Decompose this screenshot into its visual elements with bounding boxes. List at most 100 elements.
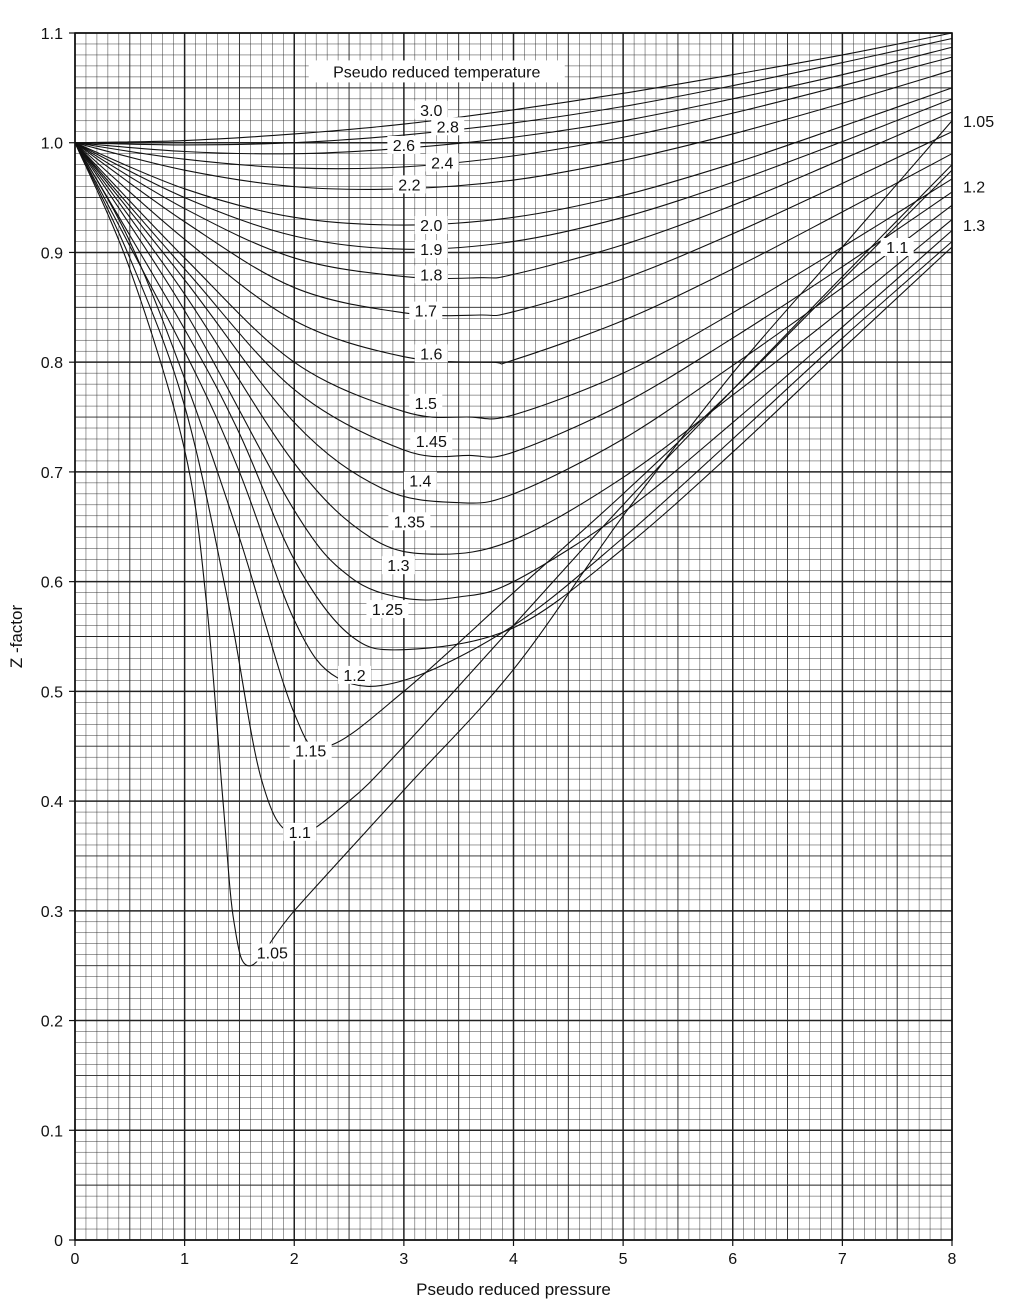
x-tick-label: 5 bbox=[619, 1251, 628, 1268]
curve-label-group: 1.3 bbox=[381, 556, 415, 575]
curve-label: 1.8 bbox=[420, 267, 442, 284]
curve-tpr-1-9 bbox=[74, 98, 953, 250]
curve-label-background bbox=[410, 432, 453, 451]
curve-tpr-1-2 bbox=[74, 142, 953, 687]
curve-tpr-1-4 bbox=[74, 142, 953, 504]
curve-tpr-1-45 bbox=[74, 142, 953, 458]
x-tick-label: 3 bbox=[399, 1251, 408, 1268]
curve-label-group: 1.8 bbox=[414, 265, 448, 284]
x-axis-title: Pseudo reduced pressure bbox=[416, 1280, 611, 1299]
annotation-background bbox=[308, 60, 565, 83]
curve-label-background bbox=[388, 512, 431, 531]
annotation-group: Pseudo reduced temperature bbox=[308, 60, 565, 83]
curves bbox=[74, 32, 953, 967]
curve-tpr-1-8 bbox=[74, 111, 953, 280]
curve-label-group: 1.05 bbox=[959, 111, 1002, 131]
curve-label-background bbox=[381, 556, 415, 575]
curve-tpr-1-1 bbox=[74, 142, 953, 835]
curve-label-background bbox=[414, 265, 448, 284]
curve-label-group: 1.05 bbox=[251, 943, 294, 963]
curve-label-group: 2.6 bbox=[387, 135, 421, 155]
curve-label-background bbox=[431, 117, 465, 136]
curve-label: 1.1 bbox=[886, 240, 908, 257]
curve-tpr-1-5 bbox=[74, 142, 953, 420]
curve-label: 1.35 bbox=[394, 514, 425, 531]
curve-tpr-1-15 bbox=[74, 142, 953, 749]
curve-label: 1.3 bbox=[387, 558, 409, 575]
curve-label-group: 1.9 bbox=[414, 240, 448, 259]
curve-label-background bbox=[414, 240, 448, 259]
curve-label-group: 2.0 bbox=[414, 216, 448, 235]
curve-label: 3.0 bbox=[420, 103, 442, 120]
curve-label: 1.6 bbox=[420, 346, 442, 363]
curve-label-group: 1.35 bbox=[388, 512, 431, 531]
y-tick-label: 1.1 bbox=[41, 26, 63, 43]
curve-label-group: 1.2 bbox=[338, 665, 372, 685]
curve-label-group: 1.45 bbox=[410, 432, 453, 451]
curve-label: 1.2 bbox=[343, 668, 365, 685]
curve-label: 1.25 bbox=[372, 602, 403, 619]
curve-label: 1.3 bbox=[963, 218, 985, 235]
curve-label-background bbox=[880, 237, 914, 256]
curve-label-background bbox=[414, 100, 448, 119]
y-tick-label: 0.7 bbox=[41, 465, 63, 482]
curve-label: 1.5 bbox=[415, 396, 437, 413]
curve-label-group: 1.4 bbox=[403, 471, 437, 491]
curve-label-group: 2.8 bbox=[431, 117, 465, 136]
curve-tpr-2-4 bbox=[74, 56, 953, 170]
x-tick-label: 0 bbox=[71, 1251, 80, 1268]
y-tick-label: 0.8 bbox=[41, 355, 63, 372]
curve-tpr-1-7 bbox=[74, 131, 953, 317]
curve-label-background bbox=[366, 600, 409, 619]
curve-tpr-2-2 bbox=[74, 69, 953, 190]
curve-label: 2.2 bbox=[398, 177, 420, 194]
curve-labels: 3.02.8 2.6 2.4 2.2 2.0 1.9 1.8 1.7 1.6 1.5 1.45 1.4… bbox=[251, 100, 1002, 963]
y-tick-label: 0.9 bbox=[41, 245, 63, 262]
x-tick-label: 2 bbox=[290, 1251, 299, 1268]
curve-label-group: 1.7 bbox=[409, 301, 443, 321]
curve-label-background bbox=[403, 471, 437, 490]
curve-label-background bbox=[414, 216, 448, 235]
curve-label-background bbox=[387, 135, 421, 154]
curve-label-group: 3.0 bbox=[414, 100, 448, 120]
curve-label-group: 1.5 bbox=[409, 393, 443, 413]
curve-tpr-1-3 bbox=[74, 142, 953, 601]
curve-label-group: 1.25 bbox=[366, 600, 409, 619]
curve-label: 1.4 bbox=[409, 474, 431, 491]
curve-tpr-2-6 bbox=[74, 46, 953, 155]
x-tick-label: 1 bbox=[180, 1251, 189, 1268]
y-tick-label: 0.5 bbox=[41, 684, 63, 701]
curve-label: 2.8 bbox=[437, 119, 459, 136]
curve-label-group: 1.2 bbox=[959, 177, 993, 197]
curve-label: 1.05 bbox=[257, 946, 288, 963]
curve-label-background bbox=[289, 741, 332, 760]
curve-tpr-2-0 bbox=[74, 87, 953, 226]
x-tick-label: 4 bbox=[509, 1251, 518, 1268]
curve-tpr-1-25 bbox=[74, 142, 953, 651]
curve-tpr-2-8 bbox=[74, 37, 953, 146]
annotation-pseudo-reduced-temperature: Pseudo reduced temperature bbox=[333, 64, 540, 81]
curve-tpr-1-05 bbox=[74, 120, 953, 967]
y-axis-ticks: 0 0.1 0.2 0.3 0.4 0.5 0.6 0.7 0.8 0.9 1.0 1.1 bbox=[41, 26, 75, 1250]
curve-label: 1.15 bbox=[295, 744, 326, 761]
curve-label: 1.1 bbox=[289, 825, 311, 842]
x-axis-ticks: 0 1 2 3 4 5 6 7 8 bbox=[71, 1240, 957, 1268]
curve-label-background bbox=[414, 344, 448, 363]
curve-label-background bbox=[409, 301, 443, 320]
curve-label-background bbox=[283, 822, 317, 841]
curve-label: 1.45 bbox=[416, 434, 447, 451]
curve-label: 1.9 bbox=[420, 242, 442, 259]
y-tick-label: 1.0 bbox=[41, 136, 63, 153]
curve-label: 1.2 bbox=[963, 180, 985, 197]
curve-label-background bbox=[959, 177, 993, 196]
y-tick-label: 0.3 bbox=[41, 904, 63, 921]
curve-label: 2.4 bbox=[431, 155, 453, 172]
curve-label-background bbox=[959, 111, 1002, 130]
curve-label-background bbox=[392, 175, 426, 194]
curve-label: 1.7 bbox=[415, 304, 437, 321]
curve-label-group: 1.3 bbox=[959, 216, 993, 235]
curve-tpr-1-6 bbox=[74, 142, 953, 365]
curve-label-group: 1.1 bbox=[283, 822, 317, 842]
curve-label-group: 2.4 bbox=[425, 153, 459, 172]
